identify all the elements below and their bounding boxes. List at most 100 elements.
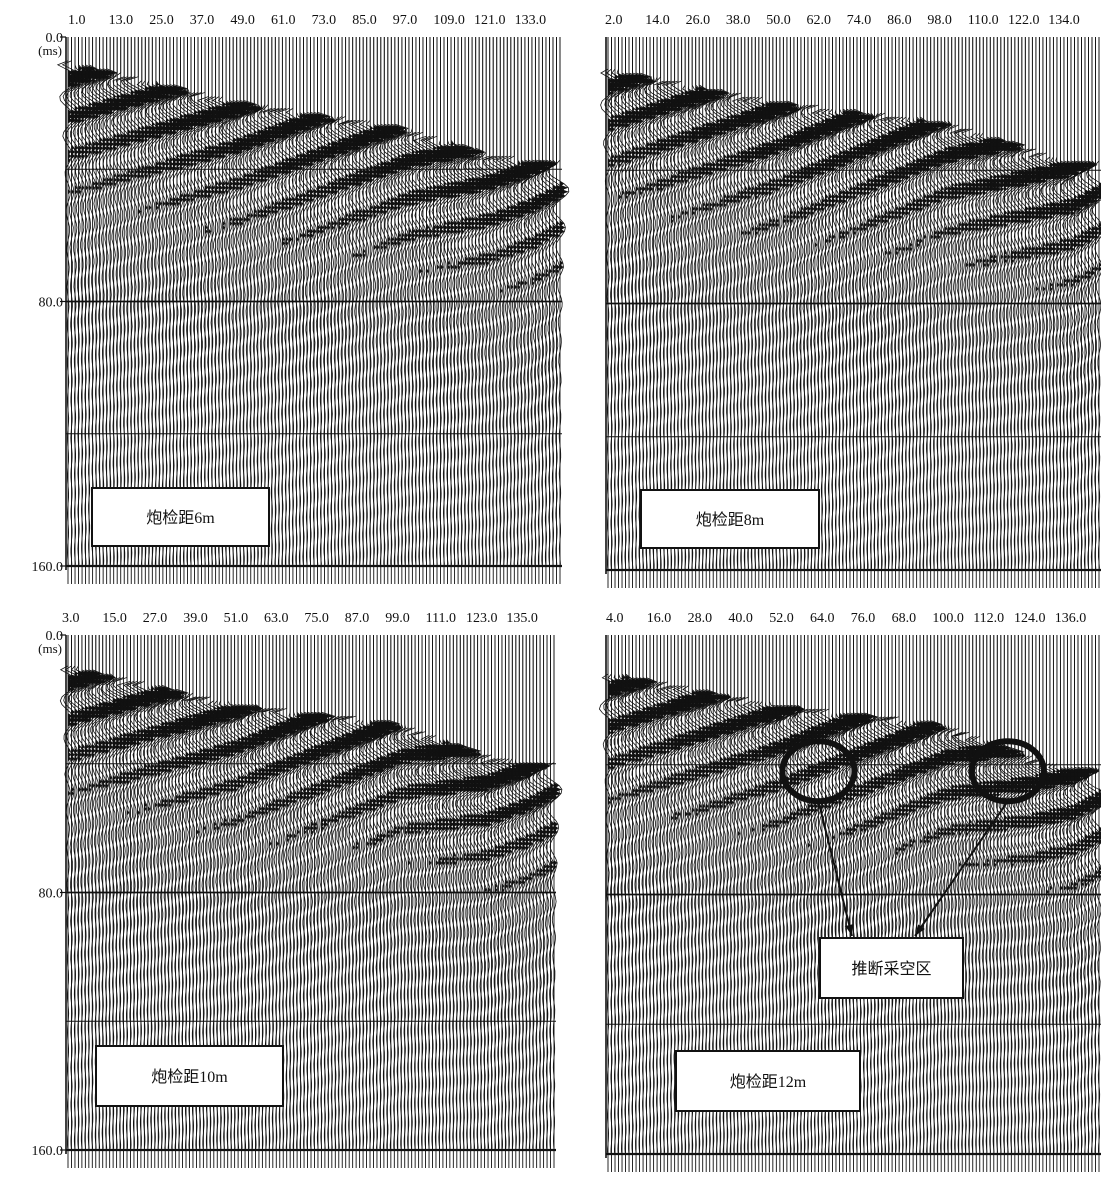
trace	[1024, 635, 1045, 1172]
trace	[363, 37, 380, 584]
x-tick-label: 63.0	[264, 611, 289, 626]
trace	[1048, 635, 1068, 1172]
trace	[370, 635, 394, 1168]
trace	[80, 37, 100, 584]
trace	[1071, 37, 1094, 588]
offset-label-box	[640, 489, 820, 549]
trace	[480, 635, 507, 1168]
trace	[388, 635, 405, 1168]
trace	[998, 37, 1020, 588]
trace	[449, 37, 470, 584]
trace	[520, 635, 542, 1168]
y-tick-label: 80.0	[39, 887, 64, 902]
trace	[989, 37, 1008, 588]
x-tick-label: 28.0	[688, 611, 713, 626]
trace	[893, 635, 915, 1172]
trace	[545, 37, 565, 584]
trace	[73, 37, 94, 584]
trace	[964, 635, 982, 1172]
trace	[351, 37, 375, 584]
trace	[1060, 37, 1085, 588]
trace	[413, 37, 437, 584]
trace	[61, 37, 83, 584]
trace	[878, 635, 897, 1172]
annotation-label: 推断采空区	[851, 960, 931, 978]
trace	[375, 37, 396, 584]
trace	[1085, 635, 1101, 1172]
trace	[1086, 37, 1101, 588]
trace	[319, 635, 336, 1168]
trace	[422, 37, 444, 584]
offset-label-box	[675, 1050, 861, 1112]
x-tick-label: 85.0	[352, 13, 377, 28]
trace	[937, 635, 957, 1172]
trace	[390, 37, 411, 584]
trace	[911, 635, 932, 1172]
trace	[377, 635, 400, 1168]
trace	[1007, 37, 1027, 588]
trace	[410, 635, 431, 1168]
trace	[547, 37, 570, 584]
trace	[1073, 635, 1100, 1172]
seismic-panel-bottom-right: 4.0 16.0 28.0 40.0 52.0 64.0 76.0 68.0 100.0 112.…	[598, 611, 1101, 1172]
trace	[653, 635, 673, 1172]
trace	[500, 37, 521, 584]
x-tick-label: 135.0	[506, 611, 538, 626]
trace	[410, 635, 437, 1168]
x-tick-label: 86.0	[887, 13, 912, 28]
trace	[448, 635, 468, 1168]
offset-label: 炮检距10m	[151, 1068, 228, 1086]
trace	[867, 37, 886, 588]
trace	[329, 37, 353, 584]
x-tick-label: 121.0	[474, 13, 506, 28]
trace	[452, 635, 479, 1168]
trace	[520, 37, 539, 584]
trace	[987, 635, 1010, 1172]
trace	[1011, 37, 1036, 588]
trace	[899, 635, 923, 1172]
trace	[638, 635, 659, 1172]
x-tick-label: 68.0	[892, 611, 917, 626]
offset-label: 炮检距6m	[146, 509, 215, 527]
trace	[536, 37, 556, 584]
trace	[445, 37, 467, 584]
x-tick-label: 76.0	[851, 611, 876, 626]
trace	[470, 37, 493, 584]
trace	[905, 635, 924, 1172]
trace	[458, 37, 481, 584]
trace	[1077, 37, 1098, 588]
trace	[76, 37, 98, 584]
trace	[515, 635, 540, 1168]
trace	[467, 37, 489, 584]
trace	[1010, 37, 1031, 588]
trace	[869, 635, 892, 1172]
trace	[916, 635, 941, 1172]
x-tick-label: 99.0	[385, 611, 410, 626]
trace	[504, 635, 523, 1168]
y-unit-label: (ms)	[38, 43, 62, 58]
trace	[921, 635, 943, 1172]
trace	[363, 635, 386, 1168]
trace	[1041, 635, 1061, 1172]
trace	[1018, 635, 1038, 1172]
trace	[908, 635, 927, 1172]
x-tick-label: 123.0	[466, 611, 498, 626]
trace	[656, 635, 683, 1172]
trace	[1011, 635, 1030, 1172]
x-tick-label: 98.0	[927, 13, 952, 28]
x-tick-label: 133.0	[515, 13, 547, 28]
offset-label-box	[91, 487, 270, 547]
trace	[397, 37, 419, 584]
trace	[364, 37, 386, 584]
offset-label-box	[95, 1045, 284, 1107]
trace	[378, 37, 400, 584]
trace	[260, 37, 282, 584]
trace	[537, 635, 560, 1168]
x-tick-label: 39.0	[183, 611, 208, 626]
trace	[400, 635, 421, 1168]
trace	[480, 635, 500, 1168]
trace	[953, 37, 976, 588]
trace	[337, 635, 359, 1168]
trace	[1041, 37, 1063, 588]
trace	[1058, 635, 1079, 1172]
